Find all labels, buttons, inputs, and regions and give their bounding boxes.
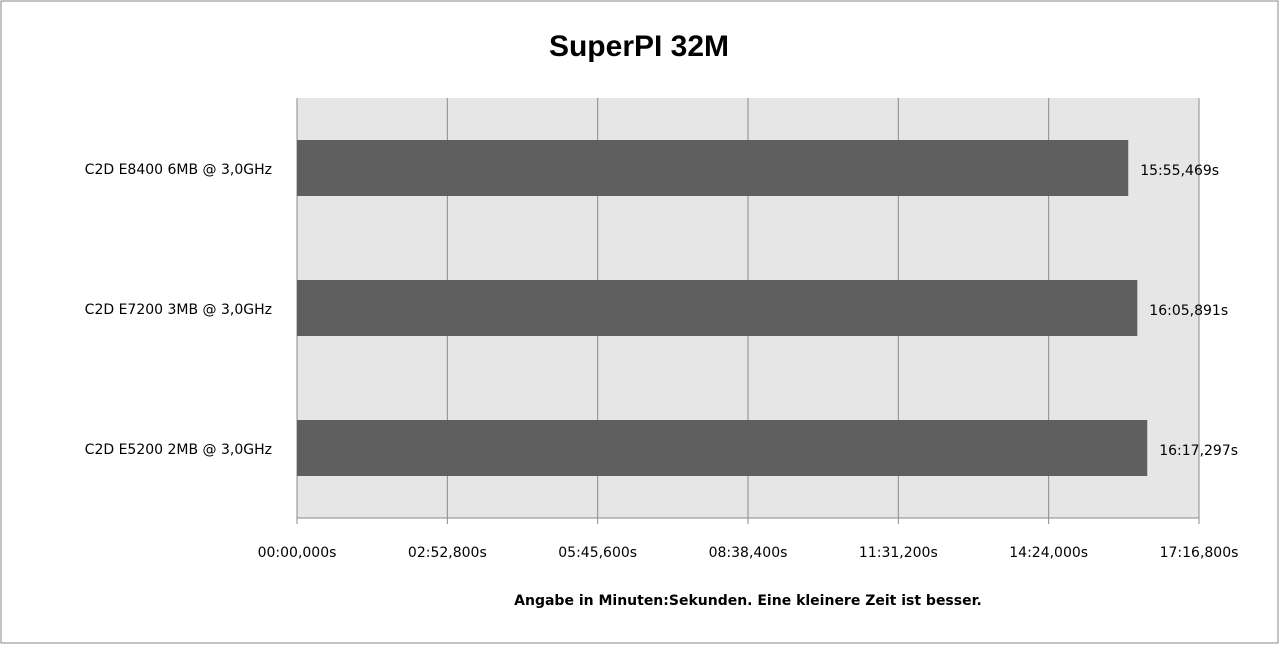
y-tick-label: C2D E8400 6MB @ 3,0GHz — [85, 162, 272, 178]
x-tick-label: 11:31,200s — [859, 545, 938, 561]
value-label: 16:05,891s — [1149, 303, 1228, 319]
bar — [297, 140, 1129, 196]
value-label: 15:55,469s — [1140, 163, 1219, 179]
x-axis-title: Angabe in Minuten:Sekunden. Eine kleiner… — [514, 593, 982, 609]
x-tick-label: 02:52,800s — [408, 545, 487, 561]
x-tick-label: 14:24,000s — [1009, 545, 1088, 561]
value-label: 16:17,297s — [1159, 443, 1238, 459]
y-tick-label: C2D E5200 2MB @ 3,0GHz — [85, 442, 272, 458]
y-tick-label: C2D E7200 3MB @ 3,0GHz — [85, 302, 272, 318]
x-tick-label: 00:00,000s — [258, 545, 337, 561]
chart-title: SuperPI 32M — [549, 30, 729, 63]
bar — [297, 280, 1138, 336]
x-tick-label: 08:38,400s — [709, 545, 788, 561]
x-tick-label: 05:45,600s — [558, 545, 637, 561]
x-tick-label: 17:16,800s — [1160, 545, 1239, 561]
bar — [297, 420, 1148, 476]
